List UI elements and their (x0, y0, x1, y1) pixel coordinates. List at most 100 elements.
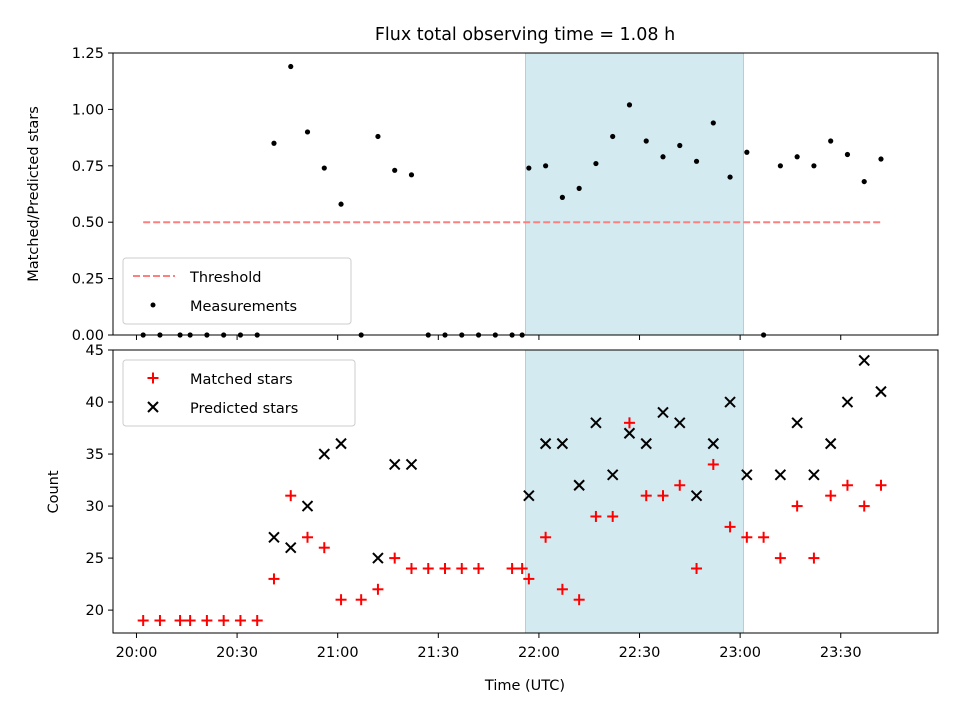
matched-star-point (439, 562, 451, 574)
matched-star-point (523, 573, 535, 585)
matched-star-point (858, 500, 870, 512)
y-tick-label: 30 (86, 499, 104, 515)
matched-star-point (657, 490, 669, 502)
matched-star-point (154, 615, 166, 627)
legend-matched-label: Matched stars (190, 372, 293, 388)
legend-threshold-label: Threshold (189, 270, 261, 286)
measurement-point (559, 194, 565, 200)
y-tick-label: 0.00 (72, 328, 104, 344)
x-tick-label: 23:30 (820, 645, 862, 661)
legend-measurements-swatch (150, 302, 156, 308)
measurement-point (861, 178, 867, 185)
y-tick-label: 0.75 (72, 159, 104, 175)
measurement-point (392, 167, 398, 173)
predicted-star-stroke-b (841, 396, 854, 408)
y-tick-label: 25 (86, 551, 104, 567)
matched-star-point (355, 594, 367, 606)
predicted-star-point (573, 479, 585, 491)
measurement-point (660, 154, 666, 160)
matched-star-point (590, 510, 602, 522)
bottom-axis-ticks: 20 25 30 35 40 45 20:00 20:30 21:00 21:30 22:00 22:… (86, 343, 862, 661)
y-tick-label: 35 (86, 447, 104, 463)
predicted-star-stroke-b (774, 469, 787, 481)
predicted-star-point (791, 417, 803, 429)
predicted-star-point (858, 354, 870, 367)
legend-measurements-label: Measurements (190, 299, 297, 315)
predicted-star-point (318, 448, 330, 460)
measurement-point (338, 201, 344, 207)
measurement-point (844, 151, 851, 158)
predicted-star-point (405, 458, 418, 471)
bottom-highlight-span (525, 349, 744, 634)
legend-predicted-label: Predicted stars (190, 401, 298, 417)
predicted-star-stroke-b (724, 396, 736, 408)
matched-star-point (841, 479, 853, 491)
matched-star-point (707, 458, 719, 470)
predicted-star-point (657, 406, 669, 419)
predicted-star-point (824, 437, 837, 450)
measurement-point (375, 133, 381, 140)
predicted-star-stroke-b (875, 385, 887, 398)
predicted-star-stroke-b (523, 489, 535, 502)
predicted-star-point (774, 469, 787, 481)
matched-star-point (791, 500, 803, 512)
matched-star-point (201, 615, 213, 627)
y-tick-label: 40 (86, 395, 104, 411)
bottom-ylabel: Count (46, 470, 62, 513)
highlight-span-rect (525, 52, 744, 336)
measurement-point (828, 138, 834, 144)
predicted-star-stroke-b (335, 437, 347, 450)
x-tick-label: 21:00 (317, 645, 359, 661)
x-tick-label: 20:00 (116, 645, 158, 661)
top-legend-box (122, 257, 352, 325)
matched-star-point (623, 417, 635, 429)
predicted-star-point (335, 437, 347, 450)
top-legend: Threshold Measurements (122, 257, 352, 325)
matched-star-point (774, 552, 786, 564)
predicted-star-stroke-b (741, 469, 753, 481)
predicted-star-stroke-b (590, 417, 602, 429)
measurement-point (744, 149, 750, 155)
bottom-xlabel: Time (UTC) (484, 678, 565, 694)
measurement-point (321, 165, 327, 171)
predicted-star-point (268, 531, 280, 543)
predicted-star-point (623, 427, 636, 439)
matched-star-point (234, 615, 246, 627)
measurement-point (408, 172, 415, 178)
top-axis-ticks: 0.00 0.25 0.50 0.75 1.00 1.25 (72, 46, 842, 344)
bottom-legend-box (122, 359, 356, 427)
measurement-point (811, 163, 817, 169)
top-axes-frame (112, 52, 939, 336)
predicted-star-point (372, 552, 384, 564)
x-tick-label: 21:30 (417, 645, 459, 661)
matched-star-point (422, 562, 434, 574)
predicted-star-stroke-b (707, 437, 720, 450)
matched-star-point (405, 562, 417, 574)
predicted-star-stroke-b (285, 541, 297, 554)
predicted-star-point (841, 396, 854, 408)
bottom-legend: Matched stars Predicted stars (122, 359, 356, 427)
matched-star-point (875, 479, 887, 491)
matched-star-point (174, 615, 186, 627)
top-title: Flux total observing time = 1.08 h (375, 25, 675, 45)
predicted-star-point (606, 469, 619, 481)
predicted-star-point (690, 489, 703, 502)
matched-star-point (456, 562, 468, 574)
matched-star-point (825, 490, 837, 502)
y-tick-label: 45 (86, 343, 104, 359)
top-ylabel: Matched/Predicted stars (26, 106, 42, 282)
matched-star-point (285, 490, 297, 502)
measurement-point (777, 163, 783, 169)
predicted-star-stroke-b (657, 406, 669, 419)
measurement-point (727, 174, 733, 180)
matched-star-point (389, 552, 401, 564)
predicted-star-stroke-b (573, 479, 585, 491)
predicted-star-point (741, 469, 753, 481)
predicted-star-stroke-b (824, 437, 837, 450)
matched-star-point (372, 583, 384, 595)
measurement-point (576, 185, 582, 191)
matched-star-point (268, 573, 280, 585)
x-tick-label: 23:00 (719, 645, 761, 661)
matched-star-point (741, 531, 753, 543)
